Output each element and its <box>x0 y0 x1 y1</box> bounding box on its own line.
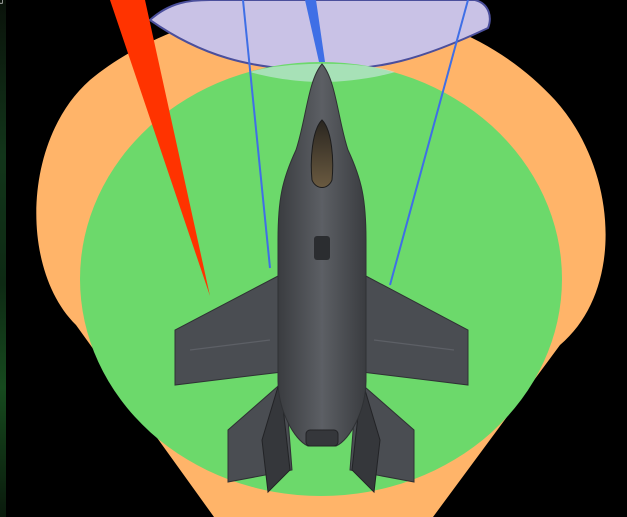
corner-marker: ┘ <box>0 0 5 8</box>
sensor-beam-lines <box>242 0 469 286</box>
heading-pointer-icon <box>110 0 210 296</box>
fighter-jet-topdown-icon[interactable] <box>174 63 469 494</box>
map-edge-strip <box>0 0 6 517</box>
